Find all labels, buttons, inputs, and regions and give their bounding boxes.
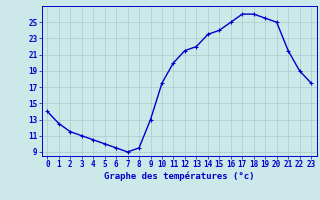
X-axis label: Graphe des températures (°c): Graphe des températures (°c) [104,172,254,181]
